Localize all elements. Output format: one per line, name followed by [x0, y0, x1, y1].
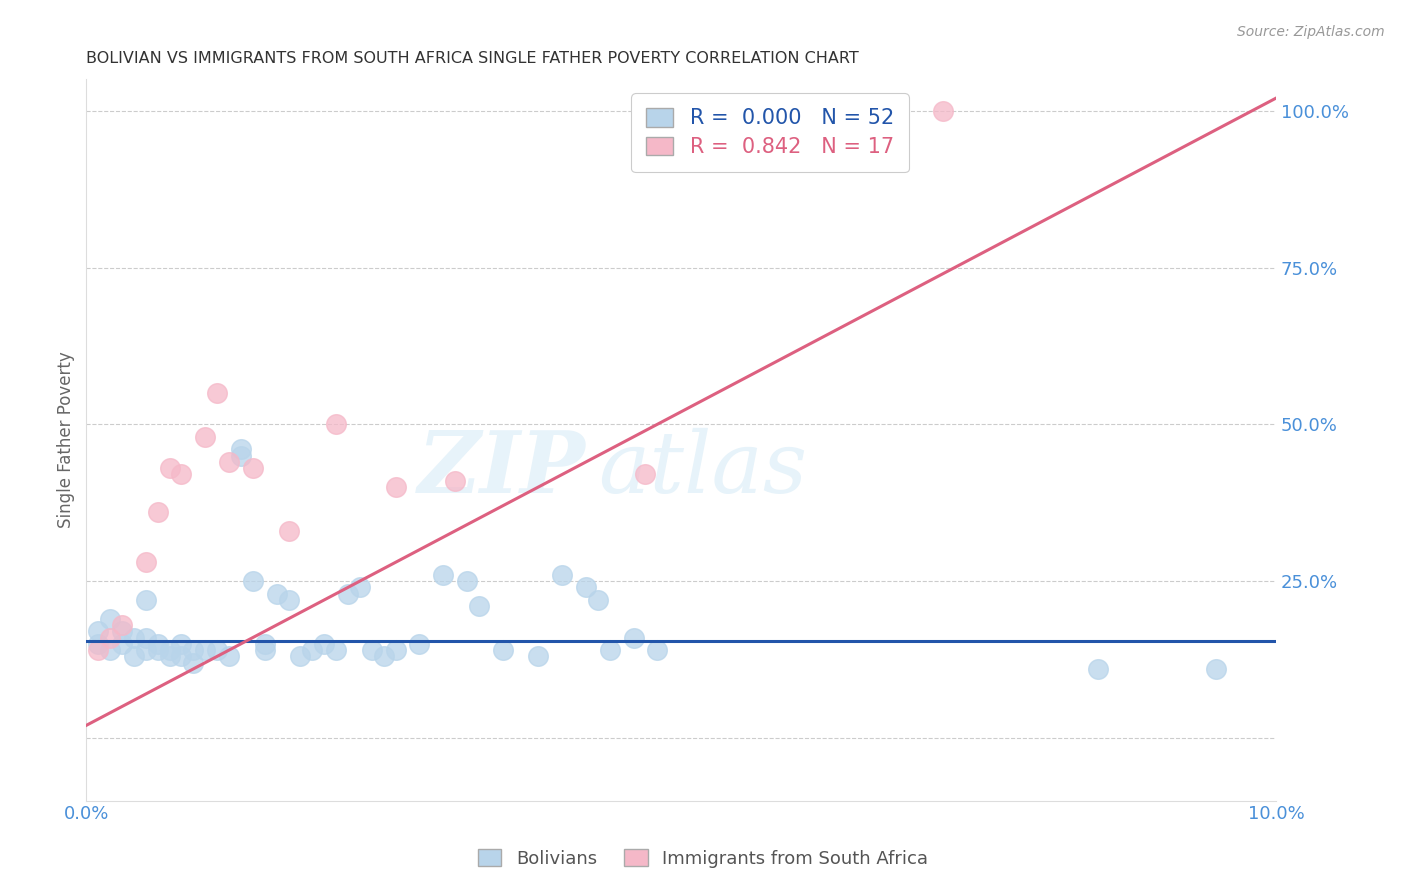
Point: [218, 455, 240, 469]
Point: [229, 442, 252, 457]
Point: [647, 643, 669, 657]
Point: [253, 643, 276, 657]
Point: [205, 643, 228, 657]
Point: [242, 461, 264, 475]
Point: [337, 587, 360, 601]
Point: [87, 637, 110, 651]
Point: [183, 656, 205, 670]
Point: [432, 567, 454, 582]
Legend: R =  0.000   N = 52, R =  0.842   N = 17: R = 0.000 N = 52, R = 0.842 N = 17: [631, 94, 908, 172]
Point: [492, 643, 515, 657]
Point: [135, 593, 157, 607]
Point: [325, 643, 347, 657]
Point: [159, 643, 181, 657]
Point: [314, 637, 336, 651]
Point: [98, 612, 121, 626]
Point: [444, 474, 467, 488]
Point: [551, 567, 574, 582]
Point: [1087, 662, 1109, 676]
Point: [623, 631, 645, 645]
Text: Source: ZipAtlas.com: Source: ZipAtlas.com: [1237, 25, 1385, 39]
Point: [146, 643, 169, 657]
Point: [229, 449, 252, 463]
Point: [111, 637, 134, 651]
Point: [87, 624, 110, 639]
Point: [122, 631, 145, 645]
Point: [146, 637, 169, 651]
Point: [277, 524, 299, 538]
Point: [135, 643, 157, 657]
Point: [932, 103, 955, 118]
Point: [527, 649, 550, 664]
Point: [135, 631, 157, 645]
Point: [111, 624, 134, 639]
Point: [194, 430, 217, 444]
Point: [349, 580, 371, 594]
Point: [253, 637, 276, 651]
Point: [159, 461, 181, 475]
Point: [384, 643, 406, 657]
Legend: Bolivians, Immigrants from South Africa: Bolivians, Immigrants from South Africa: [467, 838, 939, 879]
Point: [194, 643, 217, 657]
Point: [599, 643, 621, 657]
Point: [373, 649, 395, 664]
Point: [146, 505, 169, 519]
Text: atlas: atlas: [598, 427, 807, 510]
Point: [170, 637, 193, 651]
Point: [360, 643, 382, 657]
Point: [325, 417, 347, 432]
Point: [586, 593, 609, 607]
Point: [634, 467, 657, 482]
Point: [1205, 662, 1227, 676]
Point: [135, 555, 157, 569]
Point: [242, 574, 264, 588]
Point: [111, 618, 134, 632]
Point: [301, 643, 323, 657]
Point: [87, 643, 110, 657]
Point: [266, 587, 288, 601]
Point: [183, 643, 205, 657]
Point: [408, 637, 430, 651]
Point: [170, 467, 193, 482]
Point: [277, 593, 299, 607]
Point: [122, 649, 145, 664]
Point: [205, 386, 228, 401]
Point: [218, 649, 240, 664]
Point: [98, 631, 121, 645]
Point: [468, 599, 491, 614]
Y-axis label: Single Father Poverty: Single Father Poverty: [58, 351, 75, 528]
Text: BOLIVIAN VS IMMIGRANTS FROM SOUTH AFRICA SINGLE FATHER POVERTY CORRELATION CHART: BOLIVIAN VS IMMIGRANTS FROM SOUTH AFRICA…: [86, 51, 859, 66]
Point: [159, 649, 181, 664]
Point: [384, 480, 406, 494]
Point: [98, 643, 121, 657]
Text: ZIP: ZIP: [418, 427, 586, 510]
Point: [456, 574, 478, 588]
Point: [575, 580, 598, 594]
Point: [170, 649, 193, 664]
Point: [290, 649, 312, 664]
